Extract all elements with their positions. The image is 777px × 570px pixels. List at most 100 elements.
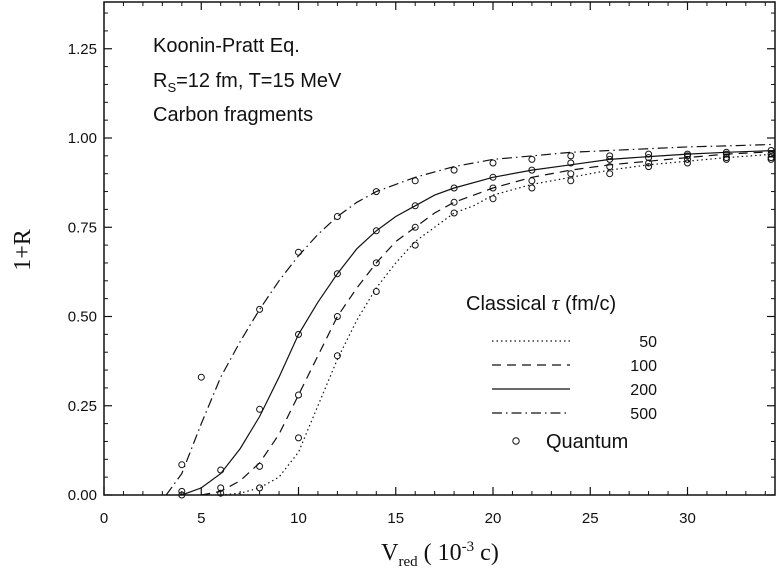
legend-quantum-marker (512, 437, 520, 445)
x-axis-label-exp: -3 (462, 539, 475, 555)
x-tick-label: 30 (679, 510, 696, 527)
quantum-point (767, 155, 775, 163)
quantum-point (178, 461, 186, 469)
quantum-point (333, 270, 341, 278)
annotation-line-2: RS=12 fm, T=15 MeV (153, 70, 342, 95)
quantum-point (178, 487, 186, 495)
series-layer (165, 143, 776, 496)
quantum-point (256, 484, 264, 492)
quantum-point (217, 466, 225, 474)
quantum-point (645, 159, 653, 167)
x-tick-label: 10 (290, 510, 307, 527)
annotation-line-3: Carbon fragments (153, 104, 313, 126)
y-tick-label: 1.25 (68, 41, 97, 58)
quantum-point (645, 154, 653, 162)
x-axis-label: Vred ( 10-3 c) (381, 539, 499, 570)
legend-label-100: 100 (630, 358, 657, 375)
quantum-point (489, 159, 497, 167)
quantum-point (567, 177, 575, 185)
x-axis-label-sub: red (399, 554, 419, 570)
legend-title: Classical τ (fm/c) (466, 290, 616, 315)
quantum-point (684, 152, 691, 160)
quantum-point (684, 155, 691, 163)
quantum-point (256, 305, 264, 313)
quantum-point (528, 166, 536, 174)
x-axis-label-rest: ( 10 (424, 540, 462, 566)
quantum-point (256, 462, 264, 470)
quantum-point (567, 152, 575, 160)
plot-frame (103, 1, 776, 496)
legend-label-200: 200 (630, 382, 657, 399)
quantum-point (217, 489, 225, 497)
x-axis-label-main: V (381, 540, 399, 566)
quantum-point (528, 184, 536, 192)
y-axis: 0.00 0.25 0.50 0.75 1.00 1.25 (68, 12, 775, 504)
quantum-point (528, 155, 536, 163)
quantum-point (645, 163, 653, 171)
y-axis-label: 1+R (10, 229, 36, 271)
x-axis: 0 5 10 15 20 25 30 (100, 2, 766, 527)
quantum-point (256, 405, 264, 413)
series-line-100 (201, 151, 776, 496)
quantum-point (606, 152, 614, 160)
quantum-point (567, 170, 575, 178)
quantum-point (645, 150, 653, 158)
quantum-point (372, 227, 380, 235)
x-axis-label-tail: c) (474, 540, 499, 566)
x-tick-label: 25 (582, 510, 599, 527)
quantum-point (372, 288, 380, 295)
series-line-200 (181, 149, 776, 496)
legend: Classical τ (fm/c) 50 100 200 500 Quantu… (466, 290, 657, 453)
quantum-point (295, 434, 302, 442)
quantum-point (450, 209, 458, 217)
legend-label-500: 500 (630, 406, 657, 423)
quantum-point (411, 223, 419, 231)
legend-label-quantum: Quantum (546, 431, 628, 453)
quantum-point (372, 188, 380, 196)
annotation-line-1: Koonin-Pratt Eq. (153, 35, 300, 57)
quantum-point (411, 202, 419, 210)
quantum-point (333, 313, 341, 320)
quantum-point (450, 184, 458, 192)
annotation: Koonin-Pratt Eq. RS=12 fm, T=15 MeV Carb… (153, 35, 342, 126)
quantum-point (197, 373, 205, 381)
quantum-point (567, 159, 575, 167)
legend-label-50: 50 (639, 334, 657, 351)
quantum-point (295, 248, 302, 256)
y-tick-label: 1.00 (68, 130, 97, 147)
quantum-markers (178, 147, 775, 499)
quantum-point (295, 330, 302, 338)
quantum-point (295, 391, 302, 399)
quantum-point (372, 259, 380, 267)
quantum-point (684, 159, 691, 167)
quantum-point (178, 491, 186, 499)
quantum-point (450, 198, 458, 206)
y-tick-label: 0.00 (68, 487, 97, 504)
y-tick-label: 0.75 (68, 219, 97, 236)
series-line-500 (165, 143, 776, 496)
quantum-point (489, 184, 497, 192)
quantum-point (489, 195, 497, 203)
quantum-point (767, 150, 775, 158)
x-tick-label: 15 (387, 510, 404, 527)
x-tick-label: 0 (100, 510, 108, 527)
quantum-point (411, 241, 419, 249)
y-tick-label: 0.50 (68, 309, 97, 326)
quantum-point (606, 163, 614, 171)
quantum-point (528, 177, 536, 185)
quantum-point (333, 213, 341, 220)
x-tick-label: 5 (197, 510, 205, 527)
quantum-point (450, 166, 458, 174)
quantum-point (217, 484, 225, 492)
quantum-point (722, 155, 730, 163)
quantum-point (606, 155, 614, 163)
series-line-50 (220, 153, 776, 496)
quantum-point (333, 352, 341, 360)
quantum-point (606, 170, 614, 178)
quantum-point (489, 173, 497, 181)
y-tick-label: 0.25 (68, 398, 97, 415)
quantum-point (722, 150, 730, 158)
quantum-point (767, 147, 775, 154)
x-tick-label: 20 (485, 510, 502, 527)
